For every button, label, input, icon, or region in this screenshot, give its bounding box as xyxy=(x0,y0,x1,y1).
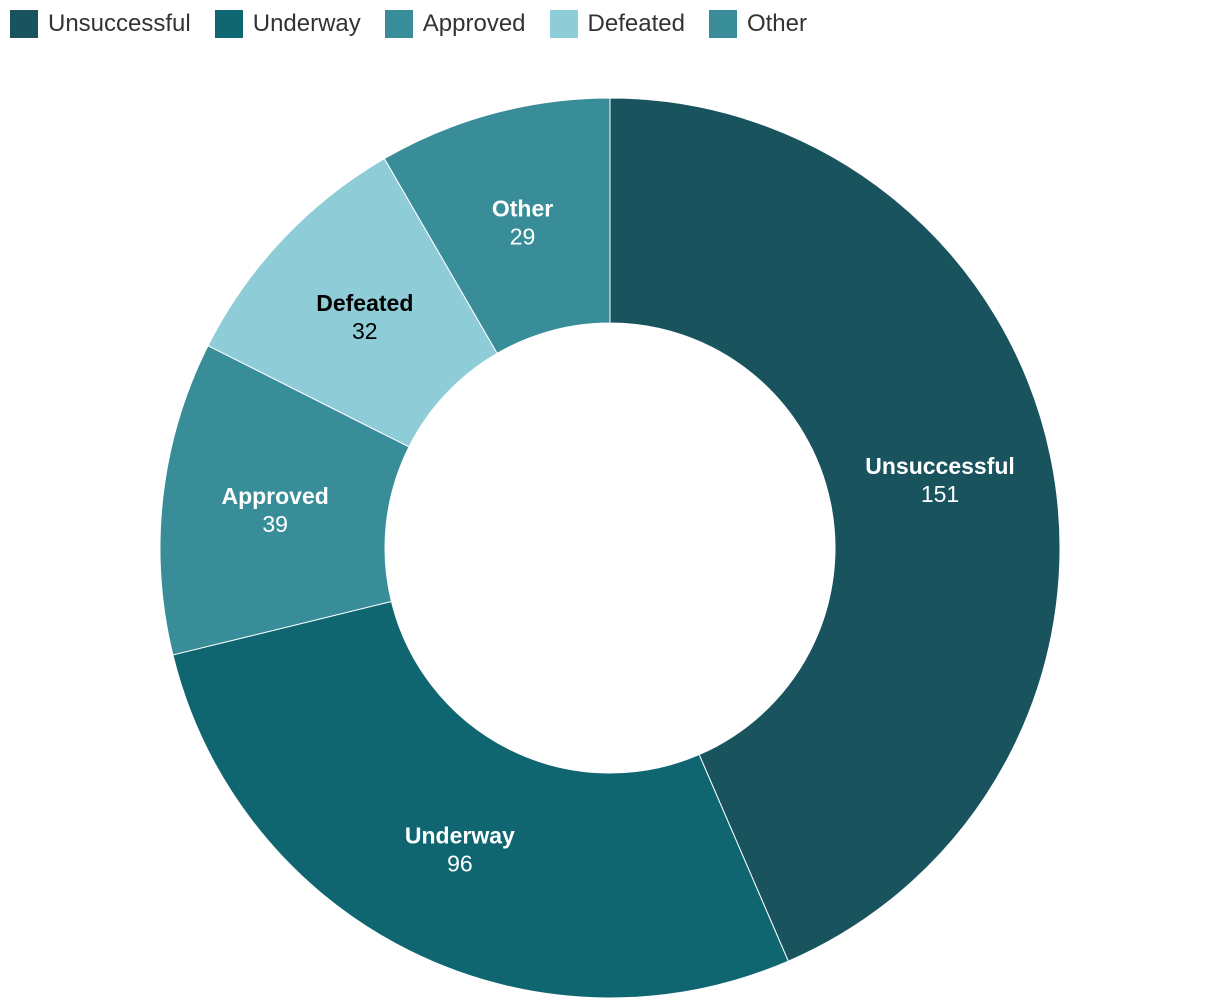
slice-value: 151 xyxy=(921,481,959,507)
legend-label: Other xyxy=(746,10,807,37)
legend-swatch xyxy=(214,10,243,38)
legend-label: Underway xyxy=(252,10,361,37)
legend-item-defeated[interactable]: Defeated xyxy=(549,10,685,38)
legend-item-unsuccessful[interactable]: Unsuccessful xyxy=(10,10,191,38)
legend-item-underway[interactable]: Underway xyxy=(214,10,361,38)
slice-value: 29 xyxy=(510,224,536,250)
legend-label: Approved xyxy=(422,10,526,37)
slice-label: Unsuccessful xyxy=(865,453,1015,479)
legend-swatch xyxy=(10,10,38,38)
legend-swatch xyxy=(384,10,413,38)
slice-unsuccessful[interactable] xyxy=(609,97,1061,962)
legend-label: Defeated xyxy=(587,10,685,37)
slice-label: Underway xyxy=(405,823,515,849)
legend-item-other[interactable]: Other xyxy=(708,10,807,38)
slice-label: Approved xyxy=(221,483,328,509)
slice-approved[interactable] xyxy=(159,345,410,656)
slice-other[interactable] xyxy=(383,97,611,354)
legend-swatch xyxy=(549,10,578,38)
slice-label: Other xyxy=(492,196,553,222)
legend-swatch xyxy=(708,10,737,38)
legend-item-approved[interactable]: Approved xyxy=(384,10,526,38)
chart-legend: Unsuccessful Underway Approved Defeated … xyxy=(10,9,831,39)
slice-value: 96 xyxy=(447,851,473,877)
slice-value: 39 xyxy=(262,511,288,537)
slice-value: 32 xyxy=(352,318,378,344)
slice-underway[interactable] xyxy=(172,600,789,999)
slice-label: Defeated xyxy=(316,290,413,316)
legend-label: Unsuccessful xyxy=(48,10,191,37)
